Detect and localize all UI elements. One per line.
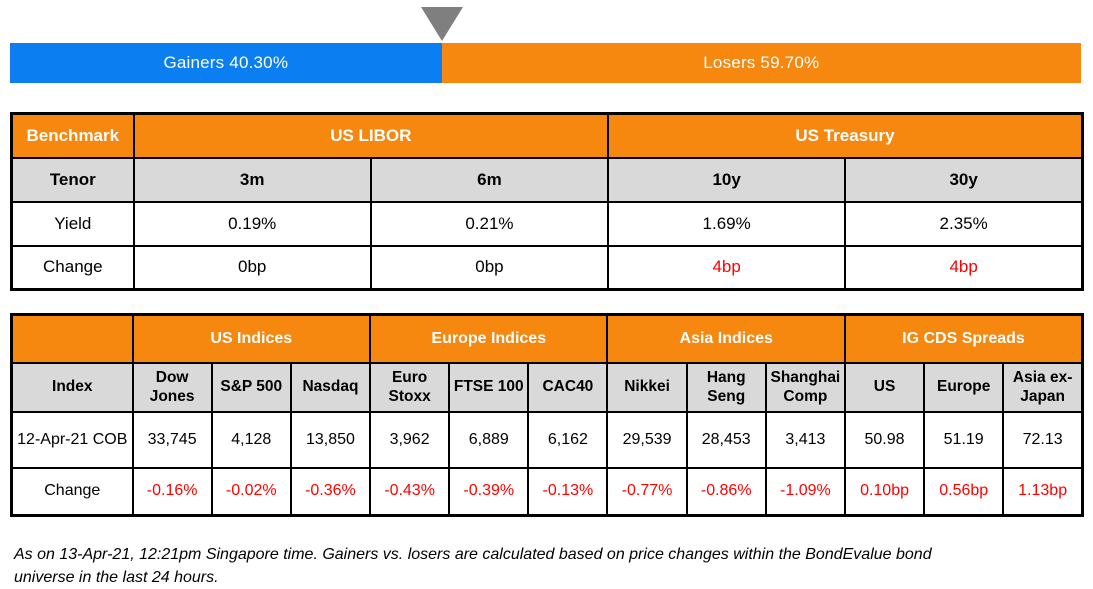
asia-indices-group-header: Asia Indices: [606, 313, 846, 364]
tenor-10y: 10y: [607, 156, 847, 203]
chg-hang-seng: -0.86%: [685, 466, 767, 517]
col-sp500: S&P 500: [210, 361, 292, 413]
cob-cds-europe: 51.19: [923, 410, 1005, 469]
col-nasdaq: Nasdaq: [289, 361, 372, 413]
marker-triangle-icon: [420, 7, 463, 41]
chg-euro-stoxx: -0.43%: [369, 466, 451, 517]
europe-indices-group-header: Europe Indices: [369, 313, 609, 364]
col-nikkei: Nikkei: [606, 361, 688, 413]
benchmark-change-row: Change 0bp 0bp 4bp 4bp: [10, 244, 1084, 291]
cob-shanghai-comp: 3,413: [764, 410, 846, 469]
chg-nikkei: -0.77%: [606, 466, 688, 517]
yield-10y: 1.69%: [607, 200, 847, 247]
cob-values-row: 12-Apr-21 COB 33,745 4,128 13,850 3,962 …: [10, 410, 1084, 469]
col-cac40: CAC40: [527, 361, 609, 413]
tenor-row: Tenor 3m 6m 10y 30y: [10, 156, 1084, 203]
yield-30y: 2.35%: [844, 200, 1084, 247]
cob-cds-us: 50.98: [843, 410, 926, 469]
cob-euro-stoxx: 3,962: [369, 410, 451, 469]
cob-ftse100: 6,889: [448, 410, 530, 469]
yield-label: Yield: [10, 200, 135, 247]
indices-corner-cell: [10, 313, 134, 364]
gainers-losers-bar: Gainers 40.30% Losers 59.70%: [10, 43, 1081, 83]
chg-sp500: -0.02%: [210, 466, 292, 517]
benchmark-header-row: Benchmark US LIBOR US Treasury: [10, 112, 1084, 159]
col-shanghai-comp: Shanghai Comp: [764, 361, 846, 413]
col-ftse100: FTSE 100: [448, 361, 530, 413]
cob-nikkei: 29,539: [606, 410, 688, 469]
cob-cds-asia-ex-japan: 72.13: [1002, 410, 1084, 469]
col-cds-europe: Europe: [923, 361, 1005, 413]
chg-cds-asia-ex-japan: 1.13bp: [1002, 466, 1084, 517]
tenor-30y: 30y: [844, 156, 1084, 203]
change-10y: 4bp: [607, 244, 847, 291]
indices-group-header-row: US Indices Europe Indices Asia Indices I…: [10, 313, 1084, 364]
tenor-label: Tenor: [10, 156, 135, 203]
change-30y: 4bp: [844, 244, 1084, 291]
index-header-row: Index Dow Jones S&P 500 Nasdaq Euro Stox…: [10, 361, 1084, 413]
col-cds-us: US: [843, 361, 926, 413]
yield-row: Yield 0.19% 0.21% 1.69% 2.35%: [10, 200, 1084, 247]
cob-nasdaq: 13,850: [289, 410, 372, 469]
col-cds-asia-ex-japan: Asia ex-Japan: [1002, 361, 1084, 413]
chg-shanghai-comp: -1.09%: [764, 466, 846, 517]
us-treasury-group-header: US Treasury: [607, 112, 1084, 159]
chg-cds-us: 0.10bp: [843, 466, 926, 517]
losers-segment: Losers 59.70%: [441, 43, 1081, 83]
gainers-segment: Gainers 40.30%: [10, 43, 442, 83]
cob-label: 12-Apr-21 COB: [10, 410, 134, 469]
us-indices-group-header: US Indices: [131, 313, 372, 364]
cob-dow-jones: 33,745: [131, 410, 213, 469]
tenor-3m: 3m: [132, 156, 372, 203]
change-3m: 0bp: [132, 244, 372, 291]
benchmark-table: Benchmark US LIBOR US Treasury Tenor 3m …: [10, 112, 1084, 291]
chg-ftse100: -0.39%: [448, 466, 530, 517]
gainers-losers-chart: Gainers 40.30% Losers 59.70%: [10, 7, 1081, 83]
chg-cds-europe: 0.56bp: [923, 466, 1005, 517]
chg-nasdaq: -0.36%: [289, 466, 372, 517]
benchmark-corner-cell: Benchmark: [10, 112, 135, 159]
us-libor-group-header: US LIBOR: [132, 112, 610, 159]
yield-6m: 0.21%: [369, 200, 610, 247]
cob-sp500: 4,128: [210, 410, 292, 469]
indices-change-row: Change -0.16% -0.02% -0.36% -0.43% -0.39…: [10, 466, 1084, 517]
indices-change-label: Change: [10, 466, 134, 517]
index-label: Index: [10, 361, 134, 413]
footnote-text: As on 13-Apr-21, 12:21pm Singapore time.…: [14, 546, 932, 587]
market-summary-infographic: Gainers 40.30% Losers 59.70% Benchmark U…: [0, 7, 1093, 589]
indices-table: US Indices Europe Indices Asia Indices I…: [10, 313, 1084, 517]
change-label: Change: [10, 244, 135, 291]
chg-dow-jones: -0.16%: [131, 466, 213, 517]
col-dow-jones: Dow Jones: [131, 361, 213, 413]
col-euro-stoxx: Euro Stoxx: [369, 361, 451, 413]
col-hang-seng: Hang Seng: [685, 361, 767, 413]
change-6m: 0bp: [369, 244, 610, 291]
gainers-label: Gainers 40.30%: [163, 53, 289, 72]
cob-hang-seng: 28,453: [685, 410, 767, 469]
losers-label: Losers 59.70%: [703, 53, 820, 72]
yield-3m: 0.19%: [132, 200, 372, 247]
cob-cac40: 6,162: [527, 410, 609, 469]
chg-cac40: -0.13%: [527, 466, 609, 517]
tenor-6m: 6m: [369, 156, 610, 203]
ig-cds-spreads-group-header: IG CDS Spreads: [843, 313, 1084, 364]
